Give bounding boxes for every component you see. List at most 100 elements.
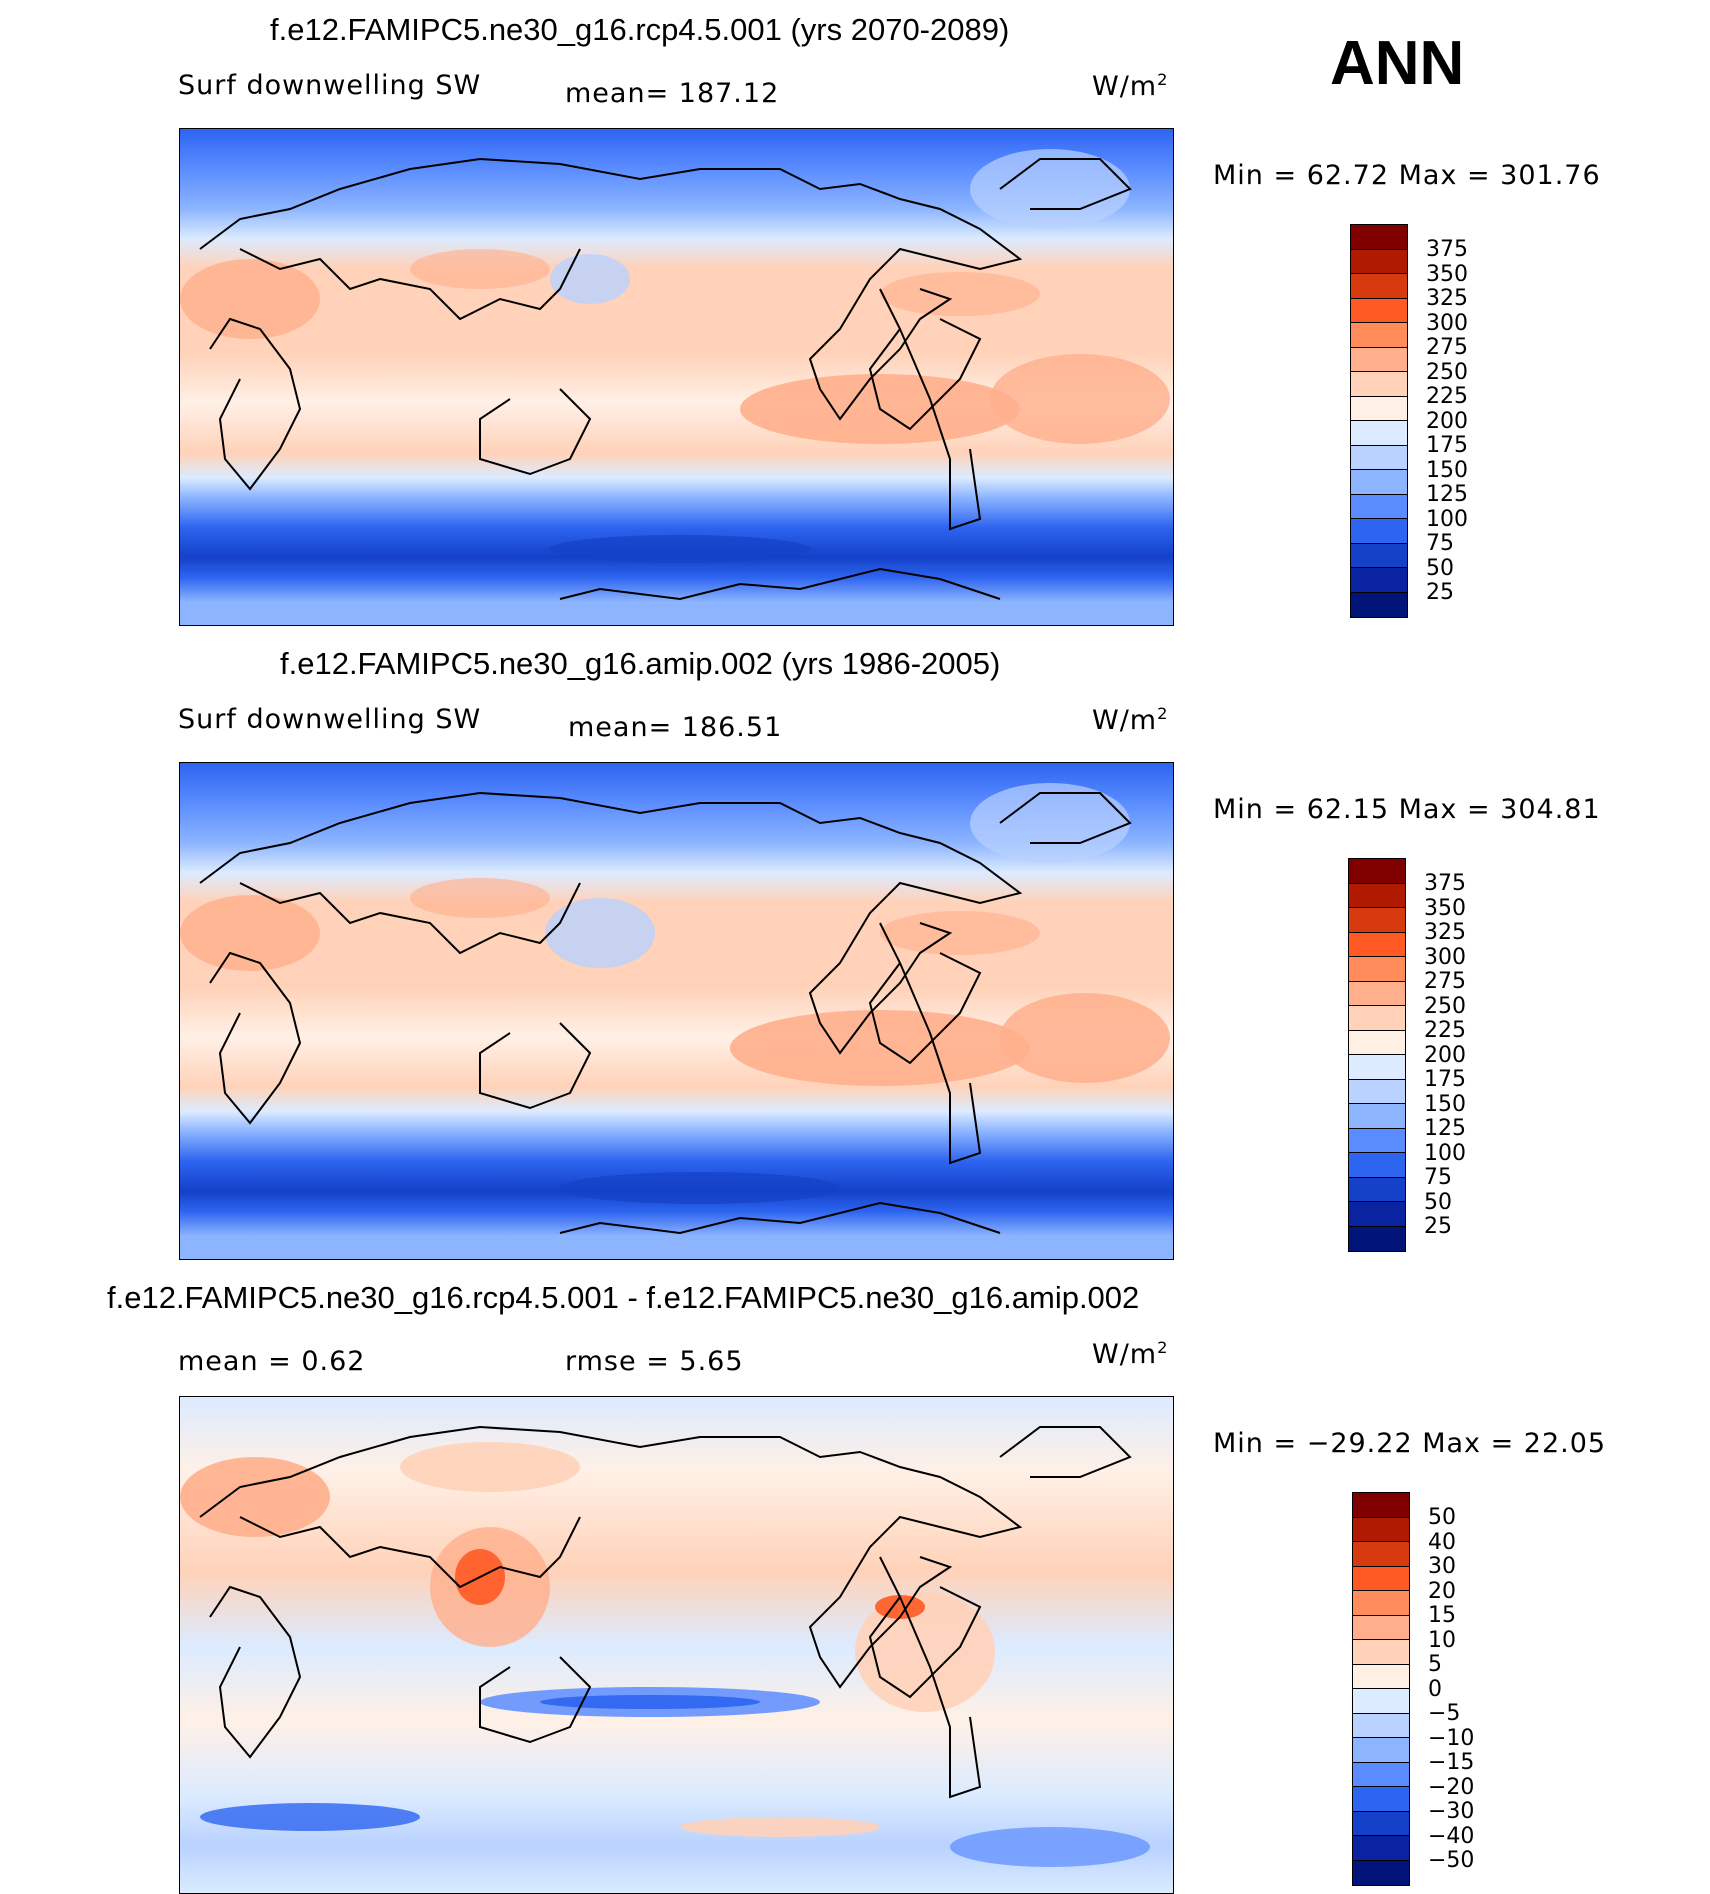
- colorbar-tick: −30: [1428, 1799, 1475, 1824]
- colorbar-tick: 15: [1428, 1603, 1456, 1628]
- colorbar-tick: 175: [1426, 433, 1468, 458]
- colorbar-tick: 350: [1426, 261, 1468, 287]
- colorbar-tick: 50: [1426, 555, 1454, 581]
- colorbar-swatch: [1351, 592, 1407, 617]
- panel-title: f.e12.FAMIPC5.ne30_g16.rcp4.5.001 (yrs 2…: [270, 12, 1010, 47]
- map-plot: [179, 1396, 1174, 1894]
- map-sw-difference: [180, 1397, 1173, 1893]
- colorbar-swatch: [1349, 1177, 1405, 1202]
- colorbar-swatch: [1353, 1591, 1409, 1616]
- colorbar-tick: −20: [1428, 1774, 1475, 1800]
- colorbar-swatch: [1353, 1566, 1409, 1591]
- colorbar-swatch: [1349, 1079, 1405, 1104]
- map-plot: [179, 128, 1174, 626]
- colorbar-tick: 10: [1428, 1627, 1456, 1653]
- colorbar-swatch: [1353, 1517, 1409, 1542]
- colorbar-swatch: [1353, 1811, 1409, 1836]
- colorbar-swatch: [1351, 225, 1407, 250]
- colorbar-swatch: [1349, 1055, 1405, 1080]
- colorbar-tick: 375: [1426, 237, 1468, 262]
- colorbar-swatch: [1349, 859, 1405, 884]
- colorbar-tick: 200: [1426, 408, 1468, 434]
- colorbar-tick: 0: [1428, 1676, 1442, 1702]
- colorbar-swatch: [1351, 543, 1407, 568]
- colorbar-tick: 250: [1426, 359, 1468, 385]
- colorbar-tick: 5: [1428, 1652, 1442, 1677]
- map-sw-rcp45: [180, 129, 1173, 625]
- colorbar-tick: 375: [1424, 871, 1466, 896]
- colorbar-swatch: [1351, 568, 1407, 593]
- colorbar-swatch: [1349, 957, 1405, 982]
- colorbar-swatch: [1349, 1153, 1405, 1178]
- colorbar-tick: 250: [1424, 993, 1466, 1019]
- colorbar-tick: 325: [1426, 286, 1468, 311]
- colorbar-swatch: [1353, 1615, 1409, 1640]
- colorbar-tick: −15: [1428, 1750, 1475, 1775]
- colorbar-swatch: [1349, 1202, 1405, 1227]
- range-text: Min = 62.15 Max = 304.81: [1213, 794, 1601, 825]
- colorbar-swatch: [1349, 932, 1405, 957]
- colorbar-tick: 25: [1426, 580, 1454, 605]
- colorbar-tick: 100: [1426, 506, 1468, 532]
- colorbar-swatch: [1349, 1006, 1405, 1031]
- colorbar-tick: 325: [1424, 920, 1466, 945]
- colorbar-swatch: [1349, 1226, 1405, 1251]
- range-text: Min = 62.72 Max = 301.76: [1213, 160, 1601, 191]
- season-label: ANN: [1330, 29, 1465, 98]
- colorbar-swatch: [1353, 1689, 1409, 1714]
- units-label: W/m2: [1092, 704, 1169, 736]
- colorbar-swatch: [1353, 1836, 1409, 1861]
- colorbar-swatch: [1353, 1860, 1409, 1885]
- colorbar-tick: 275: [1426, 335, 1468, 360]
- colorbar-swatch: [1351, 445, 1407, 470]
- colorbar-tick: −40: [1428, 1823, 1475, 1849]
- colorbar-tick: 30: [1428, 1554, 1456, 1579]
- panel-title: f.e12.FAMIPC5.ne30_g16.rcp4.5.001 - f.e1…: [107, 1280, 1140, 1315]
- colorbar-swatch: [1349, 1128, 1405, 1153]
- colorbar-swatch: [1353, 1664, 1409, 1689]
- colorbar-swatch: [1351, 274, 1407, 299]
- colorbar-swatch: [1353, 1713, 1409, 1738]
- colorbar-swatch: [1351, 298, 1407, 323]
- colorbar-swatch: [1353, 1787, 1409, 1812]
- colorbar-tick: 25: [1424, 1214, 1452, 1239]
- colorbar-tick: 200: [1424, 1042, 1466, 1068]
- panel-title: f.e12.FAMIPC5.ne30_g16.amip.002 (yrs 198…: [280, 646, 1001, 681]
- map-sw-amip: [180, 763, 1173, 1259]
- colorbar-tick: 150: [1426, 457, 1468, 483]
- colorbar-swatch: [1353, 1738, 1409, 1763]
- mean-value: mean= 187.12: [565, 78, 780, 109]
- mean-value: mean= 186.51: [568, 712, 783, 743]
- variable-label: Surf downwelling SW: [178, 70, 482, 101]
- colorbar-swatch: [1349, 1030, 1405, 1055]
- colorbar-tick: 50: [1424, 1189, 1452, 1215]
- colorbar-tick: 350: [1424, 895, 1466, 921]
- variable-label: Surf downwelling SW: [178, 704, 482, 735]
- colorbar-swatch: [1353, 1640, 1409, 1665]
- colorbar-swatch: [1349, 908, 1405, 933]
- colorbar-swatch: [1353, 1493, 1409, 1518]
- colorbar-tick: 225: [1424, 1018, 1466, 1043]
- colorbar-tick: 40: [1428, 1529, 1456, 1555]
- colorbar-tick: 75: [1426, 531, 1454, 556]
- colorbar-swatch: [1349, 1104, 1405, 1129]
- colorbar-tick: −10: [1428, 1725, 1475, 1751]
- colorbar-swatch: [1351, 372, 1407, 397]
- colorbar-tick: 75: [1424, 1165, 1452, 1190]
- colorbar-swatch: [1349, 981, 1405, 1006]
- colorbar-tick: 50: [1428, 1505, 1456, 1530]
- colorbar-tick: 125: [1424, 1116, 1466, 1141]
- colorbar-tick: 175: [1424, 1067, 1466, 1092]
- colorbar-tick: 300: [1424, 944, 1466, 970]
- colorbar-swatch: [1351, 249, 1407, 274]
- colorbar-tick: −50: [1428, 1848, 1475, 1873]
- colorbar-tick: 300: [1426, 310, 1468, 336]
- colorbar-swatch: [1351, 494, 1407, 519]
- colorbar-tick: 100: [1424, 1140, 1466, 1166]
- colorbar-swatch: [1351, 470, 1407, 495]
- colorbar-swatch: [1351, 396, 1407, 421]
- units-label: W/m2: [1092, 1338, 1169, 1370]
- colorbar-swatches: [1350, 224, 1408, 618]
- range-text: Min = −29.22 Max = 22.05: [1213, 1428, 1607, 1459]
- map-plot: [179, 762, 1174, 1260]
